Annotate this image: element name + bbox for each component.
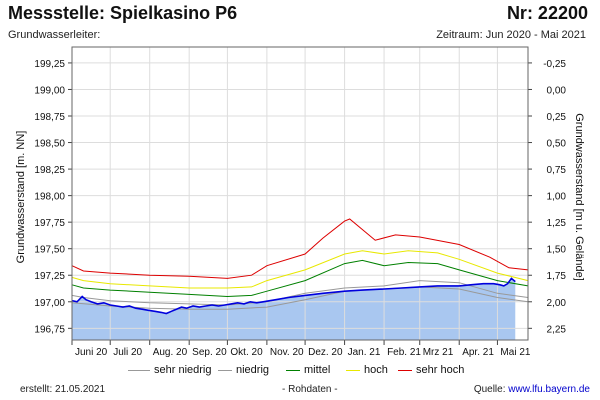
x-tick-label: Juli 20 <box>113 347 142 358</box>
x-tick-label: Jan. 21 <box>348 347 381 358</box>
groundwater-chart: 199,25 -0,25 199,00 0,00 198,75 0,25 198,50 0,5… <box>15 46 585 358</box>
legend-label: niedrig <box>236 364 270 376</box>
legend-item: niedrig <box>218 364 269 376</box>
y-tick-label: 198,50 <box>34 139 65 150</box>
axes-layer: 199,25 -0,25 199,00 0,00 198,75 0,25 198,50 0,5… <box>34 46 567 358</box>
x-tick-label: Feb. 21 <box>387 347 421 358</box>
y2-tick-label: 2,25 <box>547 324 567 335</box>
y2-tick-label: 0,25 <box>547 112 567 123</box>
x-tick-label: Nov. 20 <box>270 347 304 358</box>
x-tick-label: Apr. 21 <box>462 347 494 358</box>
y2-tick-label: 1,50 <box>547 245 567 256</box>
legend-swatch <box>286 369 300 371</box>
series-line-measurement <box>71 277 516 315</box>
y2-tick-label: -0,25 <box>543 59 566 70</box>
y-tick-label: 197,75 <box>34 218 65 229</box>
x-tick-label: Okt. 20 <box>230 347 263 358</box>
legend-swatch <box>346 369 360 371</box>
y2-tick-label: 0,75 <box>547 165 567 176</box>
source-link[interactable]: www.lfu.bayern.de <box>508 384 590 395</box>
station-number: Nr: 22200 <box>506 3 588 23</box>
legend-swatch <box>398 369 412 371</box>
legend-swatch <box>128 369 150 371</box>
y-tick-label: 198,00 <box>34 192 65 203</box>
legend-item: sehr hoch <box>398 364 464 376</box>
period-label: Zeitraum: Jun 2020 - Mai 2021 <box>436 29 586 41</box>
series-line-sehr-hoch <box>71 218 529 279</box>
y-tick-label: 196,75 <box>34 324 65 335</box>
legend-label: hoch <box>364 364 388 376</box>
series-line-sehr-niedrig <box>71 286 529 310</box>
y2-tick-label: 1,25 <box>547 218 567 229</box>
series-line-mittel <box>71 259 529 298</box>
y-tick-label: 199,25 <box>34 59 65 70</box>
x-tick-label: Mrz 21 <box>423 347 454 358</box>
legend-item: sehr niedrig <box>128 364 211 376</box>
series-layer <box>71 218 529 315</box>
y2-tick-label: 1,75 <box>547 271 567 282</box>
y2-tick-label: 0,00 <box>547 85 567 96</box>
plot-frame <box>71 46 529 341</box>
y-tick-label: 197,00 <box>34 298 65 309</box>
source-prefix: Quelle: <box>473 384 506 395</box>
series-line-hoch <box>71 250 529 289</box>
measurement-fill-layer <box>72 278 516 340</box>
y2-tick-label: 0,50 <box>547 139 567 150</box>
x-tick-label: Aug. 20 <box>153 347 188 358</box>
legend-label: mittel <box>304 364 331 376</box>
y2-axis-label: Grundwasserstand [m u. Gelände] <box>573 113 585 281</box>
created-date: erstellt: 21.05.2021 <box>20 384 106 395</box>
y-tick-label: 199,00 <box>34 85 65 96</box>
y-tick-label: 198,25 <box>34 165 65 176</box>
y2-tick-label: 2,00 <box>547 298 567 309</box>
station-title: Messstelle: Spielkasino P6 <box>8 3 238 23</box>
legend-label: sehr hoch <box>416 364 465 376</box>
legend-swatch <box>218 369 232 371</box>
raw-data-note: - Rohdaten - <box>282 384 338 395</box>
y-axis-label: Grundwasserstand [m. NN] <box>15 131 27 264</box>
y-tick-label: 197,25 <box>34 271 65 282</box>
y-tick-label: 198,75 <box>34 112 65 123</box>
source-credit: Quelle: www.lfu.bayern.de <box>474 384 590 395</box>
y2-tick-label: 1,00 <box>547 192 567 203</box>
x-tick-label: Sep. 20 <box>192 347 227 358</box>
legend-label: sehr niedrig <box>154 364 212 376</box>
aquifer-label: Grundwasserleiter: <box>8 29 101 41</box>
x-tick-label: Juni 20 <box>75 347 108 358</box>
grid-layer <box>71 47 528 340</box>
x-tick-label: Mai 21 <box>500 347 530 358</box>
legend: sehr niedrig niedrig mittel hoch sehr hoch <box>0 364 600 380</box>
y-tick-label: 197,50 <box>34 245 65 256</box>
legend-item: hoch <box>346 364 388 376</box>
measurement-area <box>72 278 516 340</box>
legend-item: mittel <box>286 364 330 376</box>
x-tick-label: Dez. 20 <box>308 347 343 358</box>
